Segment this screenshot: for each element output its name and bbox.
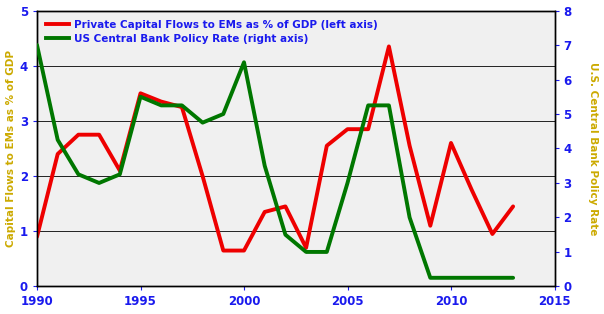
Private Capital Flows to EMs as % of GDP (left axis) — [54, 152, 62, 156]
Private Capital Flows to EMs as % of GDP (left axis) — [489, 232, 496, 236]
US Central Bank Policy Rate (right axis) — [426, 276, 434, 280]
US Central Bank Policy Rate (right axis) — [75, 172, 82, 176]
US Central Bank Policy Rate (right axis) — [158, 104, 165, 107]
Private Capital Flows to EMs as % of GDP (left axis) — [158, 100, 165, 104]
US Central Bank Policy Rate (right axis) — [220, 112, 227, 116]
US Central Bank Policy Rate (right axis) — [365, 104, 372, 107]
US Central Bank Policy Rate (right axis) — [510, 276, 517, 280]
Private Capital Flows to EMs as % of GDP (left axis) — [468, 188, 475, 192]
Line: Private Capital Flows to EMs as % of GDP (left axis): Private Capital Flows to EMs as % of GDP… — [37, 46, 513, 251]
US Central Bank Policy Rate (right axis) — [448, 276, 455, 280]
Private Capital Flows to EMs as % of GDP (left axis) — [240, 249, 248, 252]
Private Capital Flows to EMs as % of GDP (left axis) — [137, 91, 144, 95]
US Central Bank Policy Rate (right axis) — [323, 250, 330, 254]
Private Capital Flows to EMs as % of GDP (left axis) — [178, 105, 185, 109]
US Central Bank Policy Rate (right axis) — [406, 216, 413, 219]
Private Capital Flows to EMs as % of GDP (left axis) — [385, 45, 393, 48]
Private Capital Flows to EMs as % of GDP (left axis) — [33, 235, 40, 239]
Private Capital Flows to EMs as % of GDP (left axis) — [116, 169, 123, 172]
Private Capital Flows to EMs as % of GDP (left axis) — [365, 127, 372, 131]
Private Capital Flows to EMs as % of GDP (left axis) — [199, 174, 206, 178]
Y-axis label: Capital Flows to EMs as % of GDP: Capital Flows to EMs as % of GDP — [5, 50, 16, 247]
Private Capital Flows to EMs as % of GDP (left axis) — [406, 144, 413, 148]
US Central Bank Policy Rate (right axis) — [240, 60, 248, 64]
Legend: Private Capital Flows to EMs as % of GDP (left axis), US Central Bank Policy Rat: Private Capital Flows to EMs as % of GDP… — [42, 16, 382, 48]
Private Capital Flows to EMs as % of GDP (left axis) — [282, 204, 289, 208]
US Central Bank Policy Rate (right axis) — [199, 121, 206, 125]
Private Capital Flows to EMs as % of GDP (left axis) — [95, 133, 103, 137]
US Central Bank Policy Rate (right axis) — [261, 164, 268, 168]
Private Capital Flows to EMs as % of GDP (left axis) — [448, 141, 455, 145]
US Central Bank Policy Rate (right axis) — [385, 104, 393, 107]
Private Capital Flows to EMs as % of GDP (left axis) — [344, 127, 351, 131]
US Central Bank Policy Rate (right axis) — [282, 233, 289, 236]
Private Capital Flows to EMs as % of GDP (left axis) — [323, 144, 330, 148]
US Central Bank Policy Rate (right axis) — [178, 104, 185, 107]
Private Capital Flows to EMs as % of GDP (left axis) — [426, 224, 434, 228]
Private Capital Flows to EMs as % of GDP (left axis) — [510, 204, 517, 208]
US Central Bank Policy Rate (right axis) — [303, 250, 310, 254]
US Central Bank Policy Rate (right axis) — [95, 181, 103, 185]
Private Capital Flows to EMs as % of GDP (left axis) — [220, 249, 227, 252]
US Central Bank Policy Rate (right axis) — [468, 276, 475, 280]
Y-axis label: U.S. Central Bank Policy Rate: U.S. Central Bank Policy Rate — [588, 62, 599, 235]
US Central Bank Policy Rate (right axis) — [489, 276, 496, 280]
Private Capital Flows to EMs as % of GDP (left axis) — [261, 210, 268, 214]
US Central Bank Policy Rate (right axis) — [137, 95, 144, 99]
US Central Bank Policy Rate (right axis) — [344, 181, 351, 185]
Line: US Central Bank Policy Rate (right axis): US Central Bank Policy Rate (right axis) — [37, 45, 513, 278]
Private Capital Flows to EMs as % of GDP (left axis) — [75, 133, 82, 137]
US Central Bank Policy Rate (right axis) — [33, 43, 40, 47]
Private Capital Flows to EMs as % of GDP (left axis) — [303, 246, 310, 250]
US Central Bank Policy Rate (right axis) — [116, 172, 123, 176]
US Central Bank Policy Rate (right axis) — [54, 138, 62, 142]
